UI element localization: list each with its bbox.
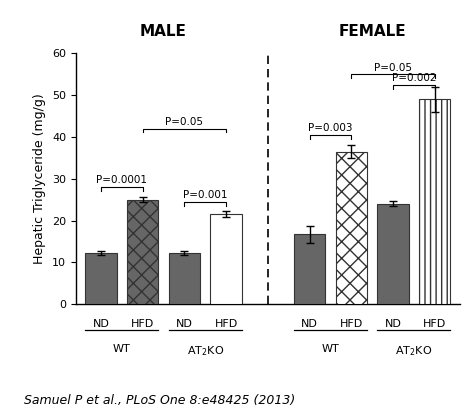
Bar (419, 99, 450, 304)
Text: ND: ND (92, 319, 109, 329)
Text: WT: WT (321, 344, 339, 354)
Text: ND: ND (384, 319, 401, 329)
Text: WT: WT (113, 344, 131, 354)
Text: HFD: HFD (340, 319, 363, 329)
Text: P=0.05: P=0.05 (165, 117, 203, 127)
Bar (210, 214, 242, 304)
Text: HFD: HFD (131, 319, 154, 329)
Text: AT$_2$KO: AT$_2$KO (395, 344, 432, 358)
Text: ND: ND (301, 319, 318, 329)
Text: P=0.002: P=0.002 (392, 73, 436, 83)
Text: P=0.001: P=0.001 (183, 190, 228, 200)
Bar (377, 204, 409, 304)
Text: ND: ND (176, 319, 193, 329)
Text: HFD: HFD (214, 319, 237, 329)
Text: FEMALE: FEMALE (338, 24, 406, 39)
Bar (294, 234, 325, 304)
Bar (127, 200, 158, 304)
Text: HFD: HFD (423, 319, 447, 329)
Y-axis label: Hepatic Triglyceride (mg/g): Hepatic Triglyceride (mg/g) (34, 93, 46, 264)
Text: P=0.05: P=0.05 (374, 62, 412, 73)
Bar (336, 152, 367, 304)
Bar (169, 253, 200, 304)
Text: P=0.0001: P=0.0001 (96, 175, 147, 185)
Bar (85, 253, 117, 304)
Text: MALE: MALE (140, 24, 187, 39)
Text: AT$_2$KO: AT$_2$KO (187, 344, 224, 358)
Text: Samuel P et al., PLoS One 8:e48425 (2013): Samuel P et al., PLoS One 8:e48425 (2013… (24, 394, 295, 407)
Text: P=0.003: P=0.003 (308, 123, 353, 133)
